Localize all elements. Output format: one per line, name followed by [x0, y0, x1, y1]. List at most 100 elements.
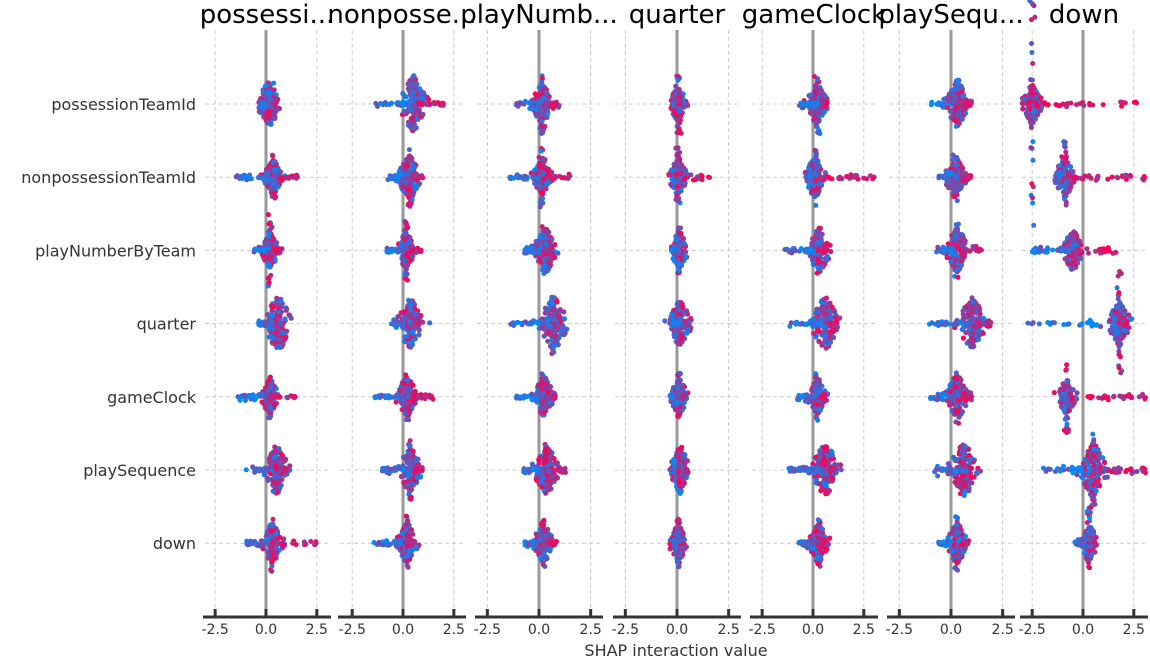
data-point — [668, 167, 675, 173]
data-point — [682, 249, 689, 255]
data-point — [545, 107, 551, 113]
data-point — [542, 326, 548, 332]
data-point — [539, 130, 544, 136]
data-point — [284, 306, 290, 312]
data-point — [540, 200, 546, 206]
data-point — [550, 347, 556, 353]
data-point — [662, 318, 668, 324]
data-point — [410, 115, 416, 121]
data-point — [548, 323, 554, 329]
data-point — [407, 178, 413, 184]
data-point — [404, 405, 410, 411]
data-point — [400, 454, 407, 460]
data-point — [268, 543, 274, 549]
data-point — [675, 250, 681, 256]
data-point — [407, 153, 413, 159]
data-point — [675, 257, 681, 263]
data-point — [543, 268, 549, 274]
data-point — [303, 541, 309, 547]
data-point — [406, 319, 412, 325]
data-point — [269, 549, 275, 555]
data-point — [535, 383, 542, 389]
data-point — [674, 184, 680, 190]
data-point — [400, 91, 406, 97]
data-point — [514, 320, 520, 326]
data-point — [550, 301, 555, 307]
data-point — [276, 105, 282, 112]
data-point — [403, 400, 409, 406]
data-point — [420, 111, 426, 117]
data-point — [269, 534, 275, 540]
data-point — [679, 304, 685, 310]
data-point — [409, 330, 415, 336]
data-point — [537, 554, 543, 560]
data-point — [675, 237, 680, 242]
data-point — [262, 180, 268, 186]
data-point — [386, 176, 392, 182]
data-point — [277, 336, 283, 342]
data-point — [538, 232, 544, 238]
data-point — [268, 241, 273, 247]
data-point — [404, 171, 410, 177]
data-point — [404, 539, 410, 545]
data-point — [519, 320, 525, 326]
data-point — [408, 343, 414, 349]
data-point — [265, 388, 271, 394]
data-point — [410, 85, 416, 91]
data-point — [675, 118, 681, 124]
data-point — [678, 230, 684, 236]
data-point — [404, 553, 409, 559]
data-point — [270, 153, 276, 159]
data-point — [251, 466, 257, 472]
data-point — [673, 83, 679, 89]
data-point — [549, 255, 555, 261]
data-point — [398, 393, 404, 399]
data-point — [676, 328, 682, 334]
data-point — [404, 164, 410, 169]
data-point — [543, 446, 549, 452]
data-point — [688, 315, 694, 321]
data-point — [312, 542, 318, 548]
data-point — [408, 299, 414, 305]
data-point-layer — [233, 0, 1149, 574]
data-point — [407, 462, 413, 468]
data-point — [411, 73, 417, 79]
data-point — [384, 393, 390, 399]
data-point — [688, 172, 694, 178]
data-point — [400, 102, 406, 108]
data-point — [532, 319, 538, 325]
data-point — [430, 100, 436, 106]
data-point — [405, 564, 411, 570]
data-point — [237, 397, 243, 403]
data-point — [540, 536, 546, 541]
data-point — [273, 481, 279, 487]
data-point — [284, 395, 290, 400]
data-point — [539, 371, 545, 377]
data-point — [398, 388, 404, 394]
data-point — [676, 88, 682, 94]
data-point — [407, 313, 413, 319]
data-point — [529, 396, 535, 402]
data-point — [264, 475, 270, 481]
data-point — [537, 104, 543, 110]
data-point — [405, 326, 411, 332]
data-point — [675, 198, 681, 204]
data-point — [271, 159, 277, 165]
data-point — [274, 343, 280, 349]
data-point — [392, 322, 397, 328]
data-point — [675, 77, 681, 83]
data-point — [427, 320, 433, 326]
data-point — [273, 467, 279, 473]
data-point — [545, 533, 551, 539]
data-point — [543, 255, 549, 261]
data-point — [406, 548, 412, 554]
data-point — [292, 174, 298, 180]
data-point — [385, 542, 391, 548]
data-point — [551, 295, 557, 301]
data-point — [272, 97, 278, 103]
data-point — [275, 301, 281, 306]
data-point — [536, 161, 542, 167]
data-point — [273, 449, 279, 455]
data-point — [274, 295, 280, 301]
data-point — [534, 478, 540, 484]
